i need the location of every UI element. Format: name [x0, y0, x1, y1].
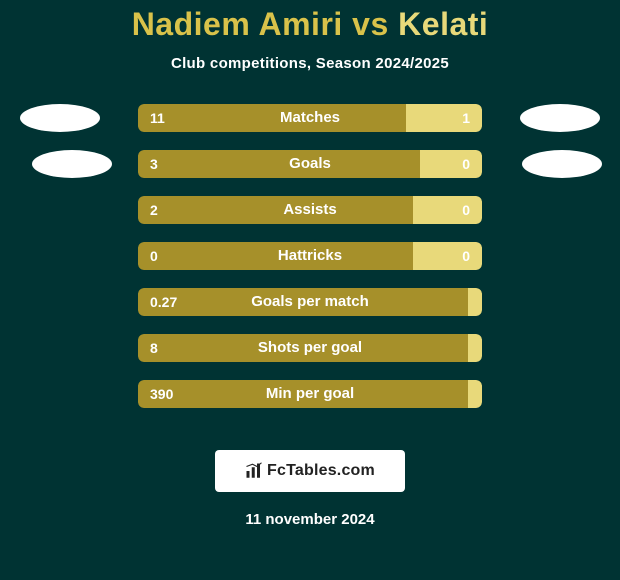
date-label: 11 november 2024	[0, 511, 620, 528]
stat-label: Hattricks	[138, 242, 482, 270]
subtitle: Club competitions, Season 2024/2025	[0, 55, 620, 72]
team-logo-left-2	[32, 150, 112, 178]
bar-chart-icon	[245, 462, 263, 480]
stat-row: 00Hattricks	[138, 242, 482, 270]
stat-label: Min per goal	[138, 380, 482, 408]
vs-word: vs	[352, 6, 389, 42]
stat-label: Goals per match	[138, 288, 482, 316]
team-logo-right-2	[522, 150, 602, 178]
player1-name: Nadiem Amiri	[132, 6, 343, 42]
stat-label: Goals	[138, 150, 482, 178]
comparison-title: Nadiem Amiri vs Kelati	[0, 0, 620, 43]
stat-row: 30Goals	[138, 150, 482, 178]
stat-row: 111Matches	[138, 104, 482, 132]
team-logo-left-1	[20, 104, 100, 132]
stat-row: 0.27Goals per match	[138, 288, 482, 316]
bar-rows: 111Matches 30Goals 20Assists 00Hattricks 0.2…	[138, 104, 482, 426]
stat-label: Matches	[138, 104, 482, 132]
watermark: FcTables.com	[215, 450, 405, 492]
player2-name: Kelati	[398, 6, 488, 42]
stat-row: 20Assists	[138, 196, 482, 224]
stat-row: 8Shots per goal	[138, 334, 482, 362]
stat-row: 390Min per goal	[138, 380, 482, 408]
team-logo-right-1	[520, 104, 600, 132]
comparison-chart: 111Matches 30Goals 20Assists 00Hattricks 0.2…	[0, 104, 620, 414]
stat-label: Assists	[138, 196, 482, 224]
watermark-text: FcTables.com	[267, 462, 375, 480]
stat-label: Shots per goal	[138, 334, 482, 362]
